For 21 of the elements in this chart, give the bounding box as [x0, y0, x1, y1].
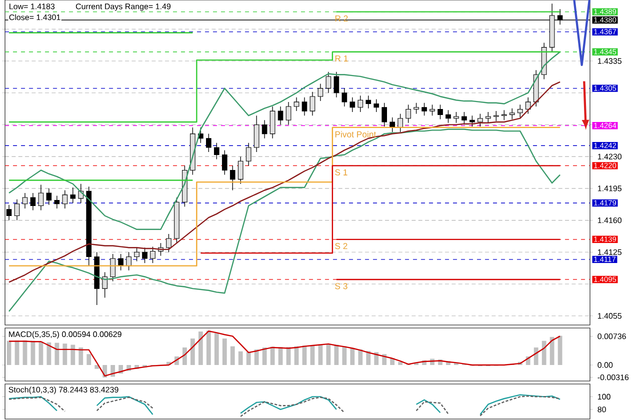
y-tick-label: 0.00736 — [598, 333, 626, 340]
y-tick-label: 1.4160 — [598, 217, 622, 224]
annotation: R 1 — [335, 55, 348, 62]
y-tick-label: 100 — [598, 394, 610, 400]
y-tick-label: 1.4125 — [598, 249, 622, 255]
y-tick-label: 0.00 — [598, 362, 613, 368]
y-tick-label: 1.4335 — [598, 58, 622, 64]
y-tick-label: 1.4195 — [598, 186, 622, 192]
annotation: Pivot Point — [335, 131, 376, 138]
annotation: Current Days Range= 1.49 — [76, 4, 171, 11]
annotation: Close= 1.4301 — [9, 14, 60, 20]
y-tick-label: 80 — [598, 406, 606, 412]
chart-title: MACD(5,35,5) 0.00594 0.00629 — [9, 331, 122, 339]
y-tick-label: -0.00316 — [598, 374, 629, 380]
chart-title: Stoch(10,3,3) 78.2443 83.4239 — [8, 386, 118, 394]
annotation: S 3 — [335, 283, 348, 290]
annotation: Low= 1.4183 — [10, 4, 55, 10]
annotation: S 2 — [335, 243, 348, 250]
annotation: S 1 — [335, 169, 348, 176]
y-tick-label: 1.4230 — [598, 154, 622, 160]
y-tick-label: 1.4055 — [598, 313, 622, 319]
